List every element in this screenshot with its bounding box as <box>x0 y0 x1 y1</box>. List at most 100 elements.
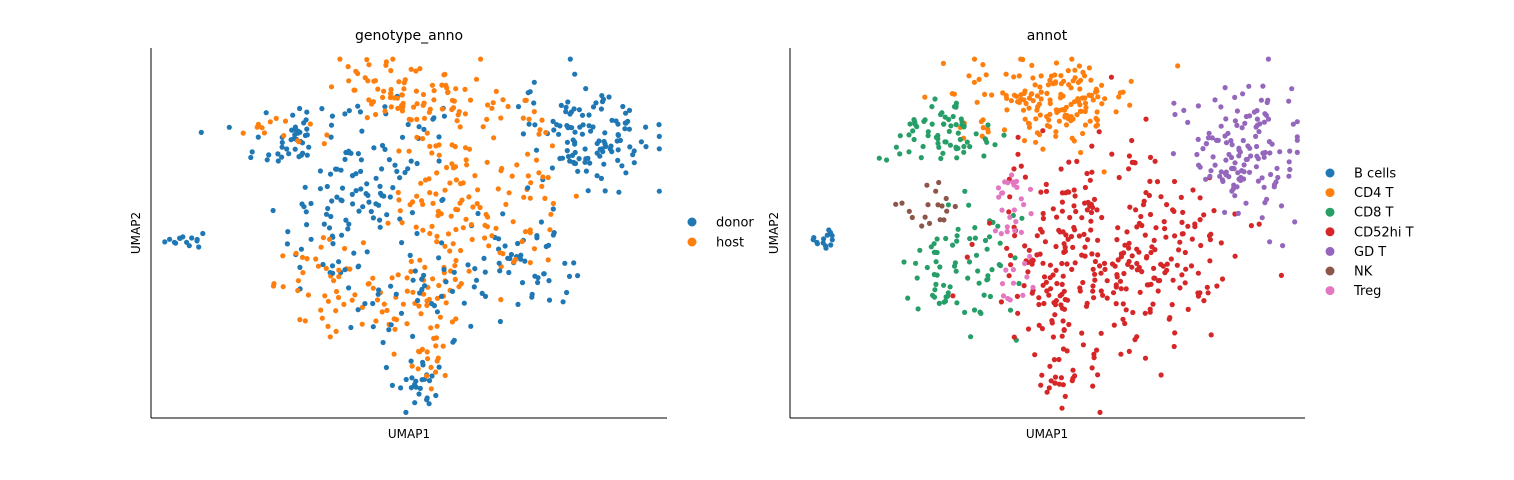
scatter-point <box>961 143 967 150</box>
scatter-point <box>436 158 442 164</box>
scatter-point <box>1007 252 1014 259</box>
scatter-point <box>506 190 512 196</box>
scatter-point <box>1007 214 1013 220</box>
scatter-point <box>575 168 581 174</box>
scatter-point <box>1013 93 1020 99</box>
scatter-point <box>1040 210 1046 217</box>
scatter-point <box>358 168 364 174</box>
scatter-point <box>408 117 414 123</box>
scatter-point <box>1244 156 1250 162</box>
scatter-point <box>281 133 287 139</box>
scatter-point <box>914 275 920 281</box>
scatter-point <box>411 104 417 110</box>
scatter-point <box>1041 300 1047 307</box>
scatter-point <box>321 141 327 147</box>
scatter-point <box>509 173 515 179</box>
scatter-point <box>328 134 334 140</box>
scatter-point <box>534 233 540 239</box>
scatter-point <box>1203 176 1209 182</box>
scatter-point <box>1082 100 1089 106</box>
scatter-point <box>506 269 512 276</box>
scatter-point <box>427 143 433 149</box>
scatter-point <box>453 316 459 322</box>
scatter-point <box>1001 127 1008 133</box>
scatter-point <box>971 79 978 85</box>
scatter-point <box>438 211 444 217</box>
scatter-point <box>1026 105 1032 111</box>
scatter-point <box>353 188 359 194</box>
scatter-point <box>226 124 232 130</box>
scatter-point <box>1037 226 1044 232</box>
scatter-point <box>409 375 415 381</box>
scatter-point <box>1229 142 1235 148</box>
scatter-point <box>537 127 543 133</box>
scatter-point <box>602 188 608 194</box>
scatter-point <box>1011 166 1017 172</box>
scatter-point <box>339 232 345 238</box>
scatter-point <box>420 227 426 233</box>
scatter-point <box>428 386 434 392</box>
scatter-point <box>583 168 590 174</box>
scatter-point <box>462 145 469 151</box>
scatter-point <box>1044 389 1050 395</box>
scatter-point <box>302 184 308 190</box>
legend-marker <box>1325 227 1335 237</box>
scatter-point <box>1171 178 1178 185</box>
scatter-point <box>987 293 994 300</box>
scatter-point <box>1049 318 1055 324</box>
scatter-point <box>1104 278 1110 284</box>
scatter-point <box>1197 217 1203 223</box>
scatter-point <box>301 204 307 210</box>
scatter-point <box>1069 266 1075 272</box>
scatter-point <box>1006 209 1012 215</box>
scatter-point <box>1032 352 1038 358</box>
scatter-point <box>346 78 352 84</box>
scatter-point <box>424 373 430 379</box>
scatter-point <box>1059 333 1065 339</box>
scatter-point <box>365 192 371 198</box>
scatter-point <box>1006 273 1012 279</box>
scatter-point <box>966 259 973 265</box>
scatter-point <box>1195 103 1201 109</box>
scatter-point <box>420 91 427 98</box>
scatter-point <box>985 122 991 128</box>
scatter-point <box>388 68 394 74</box>
scatter-point <box>1126 258 1132 265</box>
scatter-point <box>343 217 349 223</box>
scatter-point <box>983 72 989 78</box>
scatter-point <box>1253 164 1259 170</box>
scatter-point <box>1259 175 1265 181</box>
scatter-point <box>1111 322 1117 328</box>
scatter-point <box>452 164 459 170</box>
scatter-point <box>338 197 344 203</box>
scatter-point <box>1088 201 1094 207</box>
scatter-point <box>382 104 388 110</box>
scatter-point <box>1078 77 1084 83</box>
scatter-point <box>355 103 361 109</box>
scatter-point <box>1038 96 1044 102</box>
scatter-point <box>521 194 527 200</box>
scatter-point <box>1095 94 1101 100</box>
scatter-point <box>1196 162 1202 168</box>
scatter-point <box>1050 206 1056 212</box>
scatter-point <box>1082 200 1088 206</box>
scatter-point <box>1053 267 1059 273</box>
scatter-point <box>1097 263 1103 269</box>
scatter-point <box>1147 211 1154 218</box>
scatter-point <box>1023 100 1029 107</box>
scatter-point <box>623 170 629 176</box>
scatter-point <box>525 173 531 179</box>
scatter-point <box>926 220 933 226</box>
scatter-point <box>481 255 487 261</box>
scatter-point <box>565 153 572 160</box>
scatter-point <box>528 180 534 186</box>
scatter-point <box>470 204 476 210</box>
scatter-point <box>1077 285 1083 291</box>
scatter-point <box>954 238 960 244</box>
scatter-point <box>570 137 576 143</box>
scatter-point <box>296 139 302 145</box>
scatter-point <box>1015 310 1021 316</box>
scatter-point <box>1001 132 1007 138</box>
scatter-point <box>936 144 942 150</box>
scatter-point <box>1152 247 1158 253</box>
